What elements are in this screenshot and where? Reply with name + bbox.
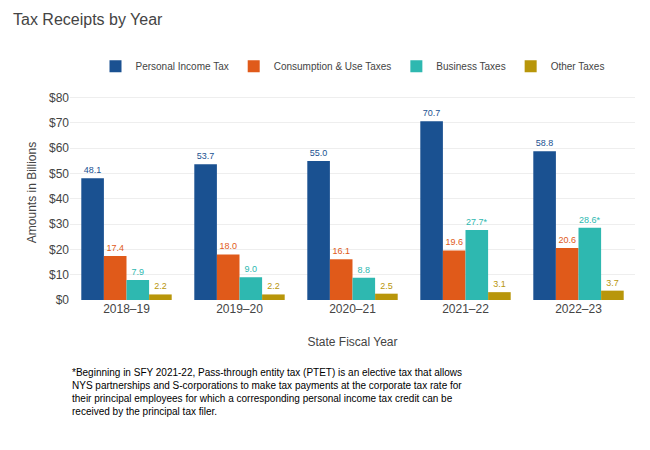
svg-text:8.8: 8.8 — [358, 265, 371, 275]
svg-text:48.1: 48.1 — [84, 165, 102, 175]
svg-text:2019–20: 2019–20 — [216, 302, 263, 316]
svg-text:$50: $50 — [49, 167, 69, 181]
svg-text:7.9: 7.9 — [132, 267, 145, 277]
svg-text:28.6*: 28.6* — [579, 215, 601, 225]
svg-text:Business Taxes: Business Taxes — [436, 61, 505, 72]
svg-text:Consumption & Use Taxes: Consumption & Use Taxes — [274, 61, 392, 72]
svg-text:$0: $0 — [56, 293, 70, 307]
svg-text:$10: $10 — [49, 268, 69, 282]
svg-text:58.8: 58.8 — [536, 138, 554, 148]
svg-text:2018–19: 2018–19 — [103, 302, 150, 316]
svg-text:18.0: 18.0 — [219, 241, 237, 251]
svg-text:20.6: 20.6 — [558, 235, 576, 245]
svg-text:9.0: 9.0 — [245, 264, 258, 274]
svg-text:2.2: 2.2 — [154, 281, 167, 291]
svg-text:Personal Income Tax: Personal Income Tax — [136, 61, 229, 72]
svg-text:27.7*: 27.7* — [466, 217, 488, 227]
svg-text:$80: $80 — [49, 91, 69, 105]
svg-text:2020–21: 2020–21 — [329, 302, 376, 316]
svg-text:17.4: 17.4 — [106, 243, 124, 253]
svg-text:*Beginning in SFY 2021-22, Pas: *Beginning in SFY 2021-22, Pass-through … — [72, 367, 462, 417]
svg-text:53.7: 53.7 — [197, 151, 215, 161]
svg-text:State Fiscal Year: State Fiscal Year — [307, 335, 397, 349]
svg-text:Amounts in Billions: Amounts in Billions — [25, 142, 39, 243]
svg-text:$70: $70 — [49, 116, 69, 130]
svg-text:70.7: 70.7 — [423, 108, 441, 118]
svg-text:2.2: 2.2 — [267, 281, 280, 291]
svg-text:55.0: 55.0 — [310, 148, 328, 158]
svg-text:2.5: 2.5 — [380, 281, 393, 291]
svg-text:Other Taxes: Other Taxes — [551, 61, 605, 72]
svg-text:$30: $30 — [49, 217, 69, 231]
svg-text:16.1: 16.1 — [332, 246, 350, 256]
svg-text:2022–23: 2022–23 — [555, 302, 602, 316]
svg-text:$20: $20 — [49, 243, 69, 257]
svg-text:$60: $60 — [49, 141, 69, 155]
svg-text:Tax Receipts by Year: Tax Receipts by Year — [13, 11, 163, 28]
svg-text:2021–22: 2021–22 — [442, 302, 489, 316]
svg-text:3.7: 3.7 — [606, 278, 619, 288]
svg-text:3.1: 3.1 — [493, 279, 506, 289]
svg-text:19.6: 19.6 — [445, 237, 463, 247]
svg-text:$40: $40 — [49, 192, 69, 206]
